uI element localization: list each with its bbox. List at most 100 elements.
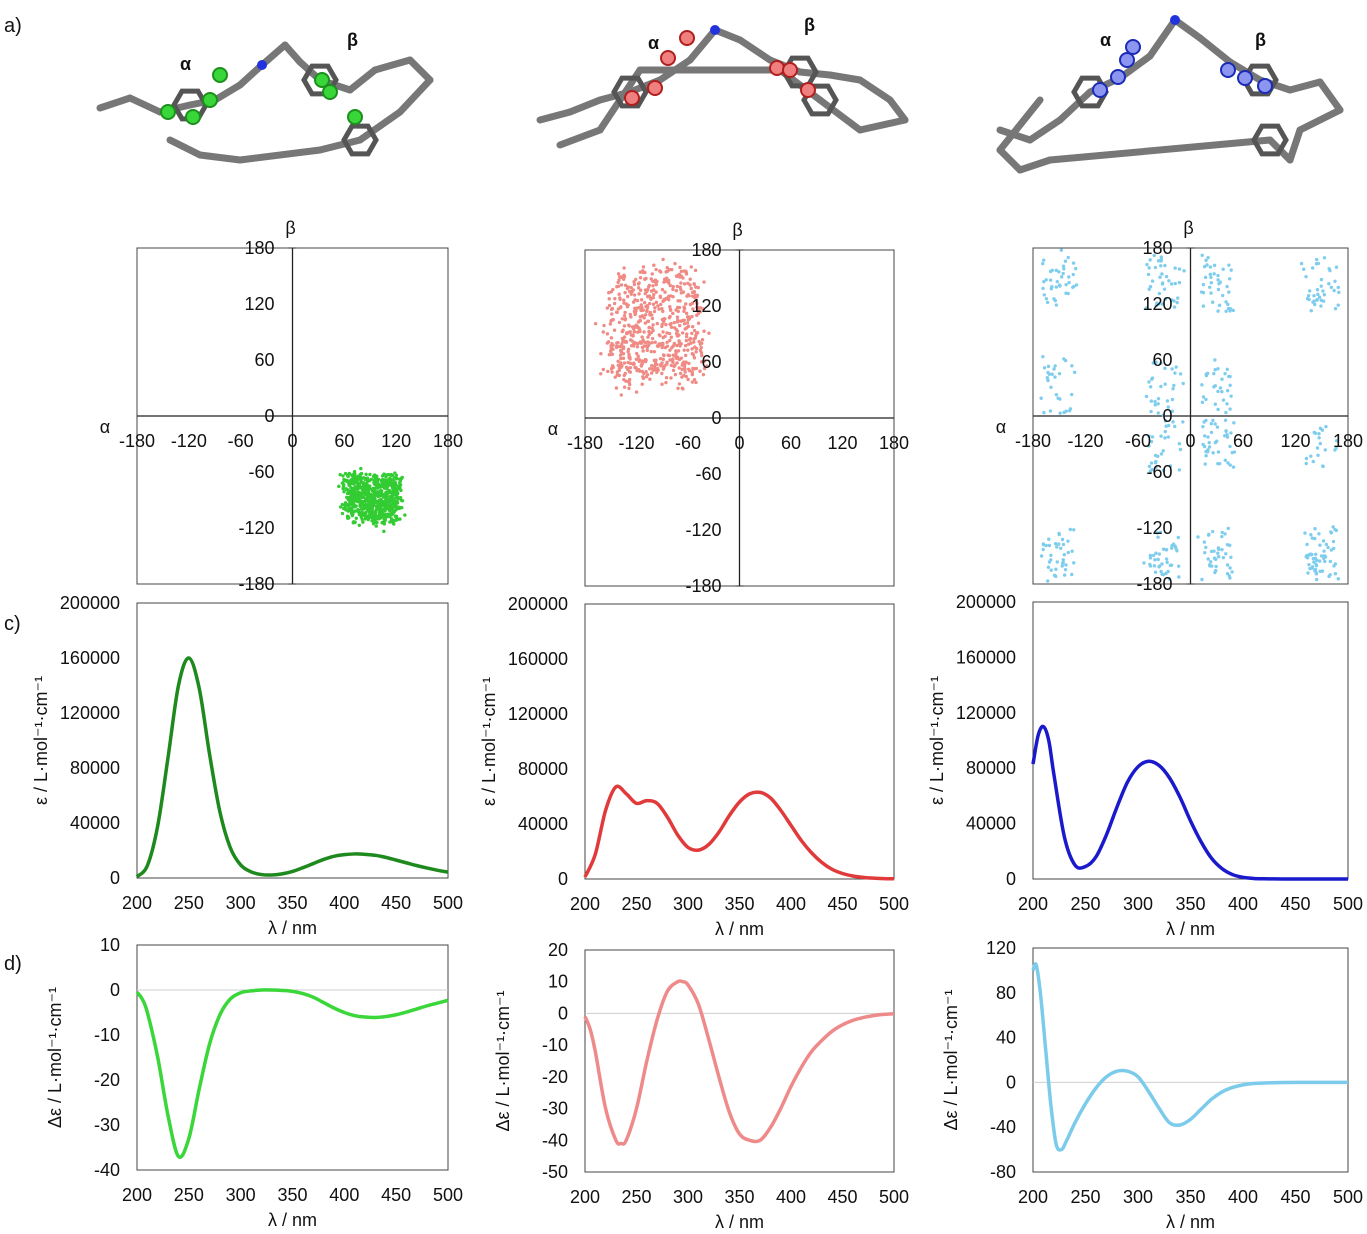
x-tick-label: 60 [781, 433, 801, 453]
y-tick-label: 40000 [966, 814, 1016, 834]
scatter-point [1308, 552, 1313, 556]
y-tick-label: -120 [1136, 518, 1172, 538]
scatter-point [674, 288, 679, 293]
dihedral-atom [314, 72, 330, 88]
scatter-point [1200, 577, 1204, 582]
scatter-point [1066, 539, 1070, 543]
dihedral-atom [212, 67, 228, 83]
scatter-point [684, 272, 689, 276]
scatter-point [651, 323, 655, 327]
scatter-point [375, 490, 379, 494]
scatter-point [647, 283, 652, 288]
scatter-point [382, 529, 386, 534]
scatter-point [386, 505, 390, 509]
y-tick-label: -40 [542, 1130, 568, 1150]
scatter-point [627, 355, 631, 359]
scatter-point [632, 282, 637, 287]
scatter-point [654, 290, 658, 294]
scatter-point [1212, 549, 1216, 553]
dihedral-atom [1110, 69, 1126, 85]
scatter-point [1201, 395, 1206, 399]
scatter-point [374, 524, 378, 528]
scatter-point [678, 265, 682, 270]
x-tick-label: 120 [1280, 431, 1310, 451]
x-tick-label: 400 [329, 893, 359, 913]
scatter-point [1333, 572, 1338, 576]
scatter-point [1323, 448, 1327, 452]
scatter-point [634, 357, 639, 361]
scatter-point [356, 507, 360, 512]
scatter-point [1163, 297, 1168, 301]
dihedral-atom [160, 104, 176, 120]
scatter-point [1313, 527, 1317, 531]
scatter-point [362, 486, 366, 490]
scatter-point [657, 307, 661, 311]
x-tick-label: 300 [1123, 1187, 1153, 1207]
scatter-point [1041, 543, 1046, 547]
scatter-point [343, 503, 347, 508]
scatter-point [705, 364, 709, 368]
scatter-point [358, 472, 362, 477]
scatter-point [625, 294, 630, 299]
scatter-point [673, 372, 678, 377]
scatter-point [1061, 561, 1065, 565]
scatter-point [357, 482, 361, 486]
scatter-point [385, 497, 389, 502]
molecule-bond [196, 151, 244, 164]
scatter-point [650, 340, 654, 345]
scatter-point [381, 495, 386, 499]
scatter-point [352, 503, 357, 508]
scatter-point [361, 520, 365, 524]
scatter-point [1054, 567, 1058, 571]
scatter-point [370, 511, 374, 516]
scatter-point [343, 501, 348, 505]
scatter-point [622, 335, 627, 339]
x-tick-label: 300 [673, 894, 703, 914]
scatter-point [1158, 530, 1163, 534]
y-tick-label: -10 [542, 1035, 568, 1055]
scatter-point [1154, 360, 1158, 364]
scatter-point [364, 502, 368, 506]
scatter-point [375, 520, 379, 525]
scatter-point [702, 359, 707, 363]
scatter-point [1317, 436, 1321, 440]
scatter-point [1174, 365, 1178, 369]
scatter-point [622, 277, 626, 281]
scatter-point [1156, 535, 1160, 539]
scatter-point [624, 340, 629, 344]
scatter-point [1148, 385, 1153, 389]
scatter-point [1049, 385, 1053, 390]
scatter-point [671, 360, 675, 364]
scatter-point [671, 368, 676, 373]
scatter-point [701, 372, 706, 377]
scatter-point [636, 354, 640, 358]
scatter-point [676, 386, 680, 390]
y-tick-label: 0 [264, 406, 274, 426]
scatter-point [649, 289, 654, 293]
scatter-point [664, 322, 668, 327]
scatter-point [1055, 545, 1059, 549]
molecule-bond [686, 26, 719, 64]
scatter-point [694, 346, 699, 351]
scatter-point [690, 331, 694, 336]
y-tick-label: -120 [238, 518, 274, 538]
scatter-point [394, 487, 399, 491]
scatter-point [629, 292, 633, 296]
scatter-point [394, 517, 398, 522]
scatter-point [702, 366, 707, 371]
scatter-point [1226, 461, 1230, 465]
plot-frame [1032, 947, 1349, 1173]
scatter-point [652, 309, 657, 314]
scatter-point [1216, 278, 1220, 282]
scatter-point [1316, 292, 1320, 297]
scatter-point [656, 344, 660, 349]
scatter-point [667, 297, 671, 302]
scatter-point [1149, 409, 1153, 414]
scatter-point [619, 356, 623, 361]
scatter-point [1160, 562, 1164, 566]
scatter-point [1227, 277, 1232, 281]
scatter-point [1228, 383, 1232, 388]
scatter-point [684, 302, 688, 306]
scatter-point [1056, 396, 1060, 400]
scatter-point [671, 311, 675, 316]
